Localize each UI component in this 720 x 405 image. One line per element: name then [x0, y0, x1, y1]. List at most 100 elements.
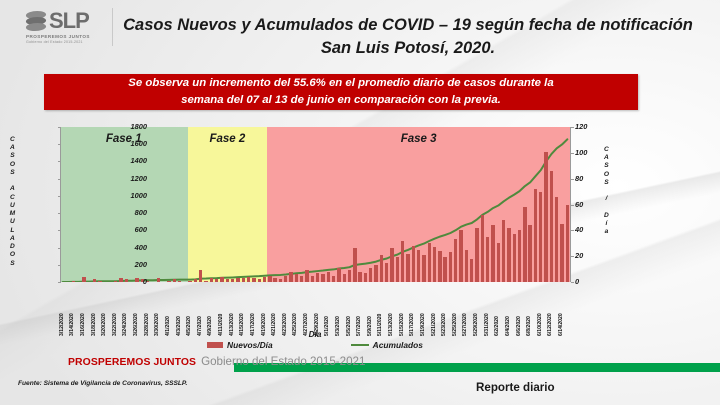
bar	[448, 252, 453, 282]
bar	[124, 279, 129, 282]
banner-line-1: Se observa un incremento del 55.6% en el…	[128, 77, 554, 90]
bar	[305, 270, 309, 282]
left-tick-label: 200	[134, 259, 147, 269]
bar	[411, 245, 415, 282]
bar	[470, 258, 474, 282]
bar	[565, 204, 570, 282]
bar	[71, 280, 75, 282]
bar	[220, 276, 224, 282]
bar	[464, 249, 469, 282]
bar	[422, 254, 426, 282]
left-tick-label: 0	[142, 277, 147, 286]
right-tick-label: 60	[575, 199, 584, 209]
footer-brand-gray: Gobierno del Estado 2015-2021	[201, 355, 366, 368]
bar	[342, 274, 346, 282]
footer-green-bar	[234, 363, 720, 372]
bar	[294, 274, 299, 282]
bar	[289, 271, 293, 282]
bar	[395, 257, 400, 282]
bar	[385, 262, 389, 282]
bar	[241, 278, 245, 282]
bar	[114, 280, 118, 282]
legend-bar-swatch-icon	[207, 342, 224, 348]
bar	[427, 243, 431, 282]
bar	[501, 220, 506, 282]
bar	[145, 280, 150, 282]
bar	[337, 267, 341, 282]
bar	[230, 279, 235, 282]
left-tick-mark	[58, 178, 61, 180]
bar	[188, 280, 192, 282]
left-tick-mark	[58, 195, 61, 197]
bar	[252, 278, 256, 282]
right-tick-mark	[571, 152, 574, 154]
bar	[310, 275, 315, 282]
bar	[347, 270, 352, 282]
bar	[331, 275, 336, 282]
bar	[454, 239, 458, 282]
legend-label-acumulados: Acumulados	[372, 340, 423, 350]
bar	[459, 230, 463, 282]
report-label: Reporte diario	[476, 381, 555, 394]
left-tick-label: 1400	[130, 156, 147, 166]
left-tick-label: 800	[134, 208, 147, 218]
right-tick-mark	[571, 230, 574, 232]
bar	[273, 278, 277, 282]
bar	[92, 279, 97, 282]
bar	[485, 236, 490, 282]
chart-legend: Nuevos/Día Acumulados	[60, 340, 570, 350]
bar	[555, 196, 559, 282]
bar	[517, 230, 522, 282]
banner-line-2: semana del 07 al 13 de junio en comparac…	[181, 94, 501, 106]
left-tick-mark	[58, 264, 61, 266]
logo-subtitle: Gobierno del Estado 2015-2021	[26, 40, 83, 44]
legend-item-nuevos: Nuevos/Día	[207, 340, 273, 350]
legend-line-swatch-icon	[350, 344, 369, 346]
bar	[390, 248, 394, 282]
bar	[262, 276, 267, 282]
left-tick-mark	[58, 144, 61, 146]
bar	[204, 280, 208, 282]
bar	[432, 247, 437, 282]
footer-brand: PROSPEREMOS JUNTOS Gobierno del Estado 2…	[68, 355, 365, 368]
bar	[257, 279, 261, 282]
right-tick-label: 20	[575, 251, 584, 261]
left-tick-label: 400	[134, 242, 147, 252]
bar	[379, 254, 384, 282]
bar	[512, 234, 516, 282]
left-tick-label: 1000	[130, 190, 147, 200]
right-tick-label: 120	[575, 122, 588, 131]
left-tick-label: 1800	[130, 122, 147, 131]
bar	[416, 249, 421, 282]
right-tick-label: 40	[575, 225, 584, 235]
bar	[236, 278, 240, 282]
page-title: Casos Nuevos y Acumulados de COVID – 19 …	[122, 14, 694, 61]
bar	[177, 280, 182, 282]
right-tick-mark	[571, 256, 574, 258]
bar	[268, 275, 272, 282]
left-tick-mark	[58, 161, 61, 163]
bar	[140, 279, 145, 282]
slp-logo: SLP PROSPEREMOS JUNTOS Gobierno del Esta…	[24, 10, 122, 52]
bar	[326, 271, 330, 282]
bar	[443, 257, 447, 282]
right-tick-label: 0	[575, 277, 580, 286]
phase-band-2: Fase 2	[187, 127, 268, 282]
bar	[135, 278, 139, 282]
bar	[507, 227, 511, 282]
left-axis	[58, 127, 61, 283]
left-tick-label: 1600	[130, 139, 147, 149]
bar	[533, 189, 538, 282]
right-tick-label: 80	[575, 173, 584, 183]
bar	[358, 271, 362, 282]
bar	[400, 240, 405, 282]
highlight-banner: Se observa un incremento del 55.6% en el…	[44, 74, 638, 110]
slp-emblem-icon	[24, 10, 48, 32]
bar	[491, 225, 495, 282]
bar	[321, 274, 325, 282]
right-tick-mark	[571, 204, 574, 206]
logo-tagline: PROSPEREMOS JUNTOS	[26, 34, 90, 39]
bar	[156, 278, 160, 282]
bar	[167, 280, 171, 282]
bar	[172, 279, 176, 282]
